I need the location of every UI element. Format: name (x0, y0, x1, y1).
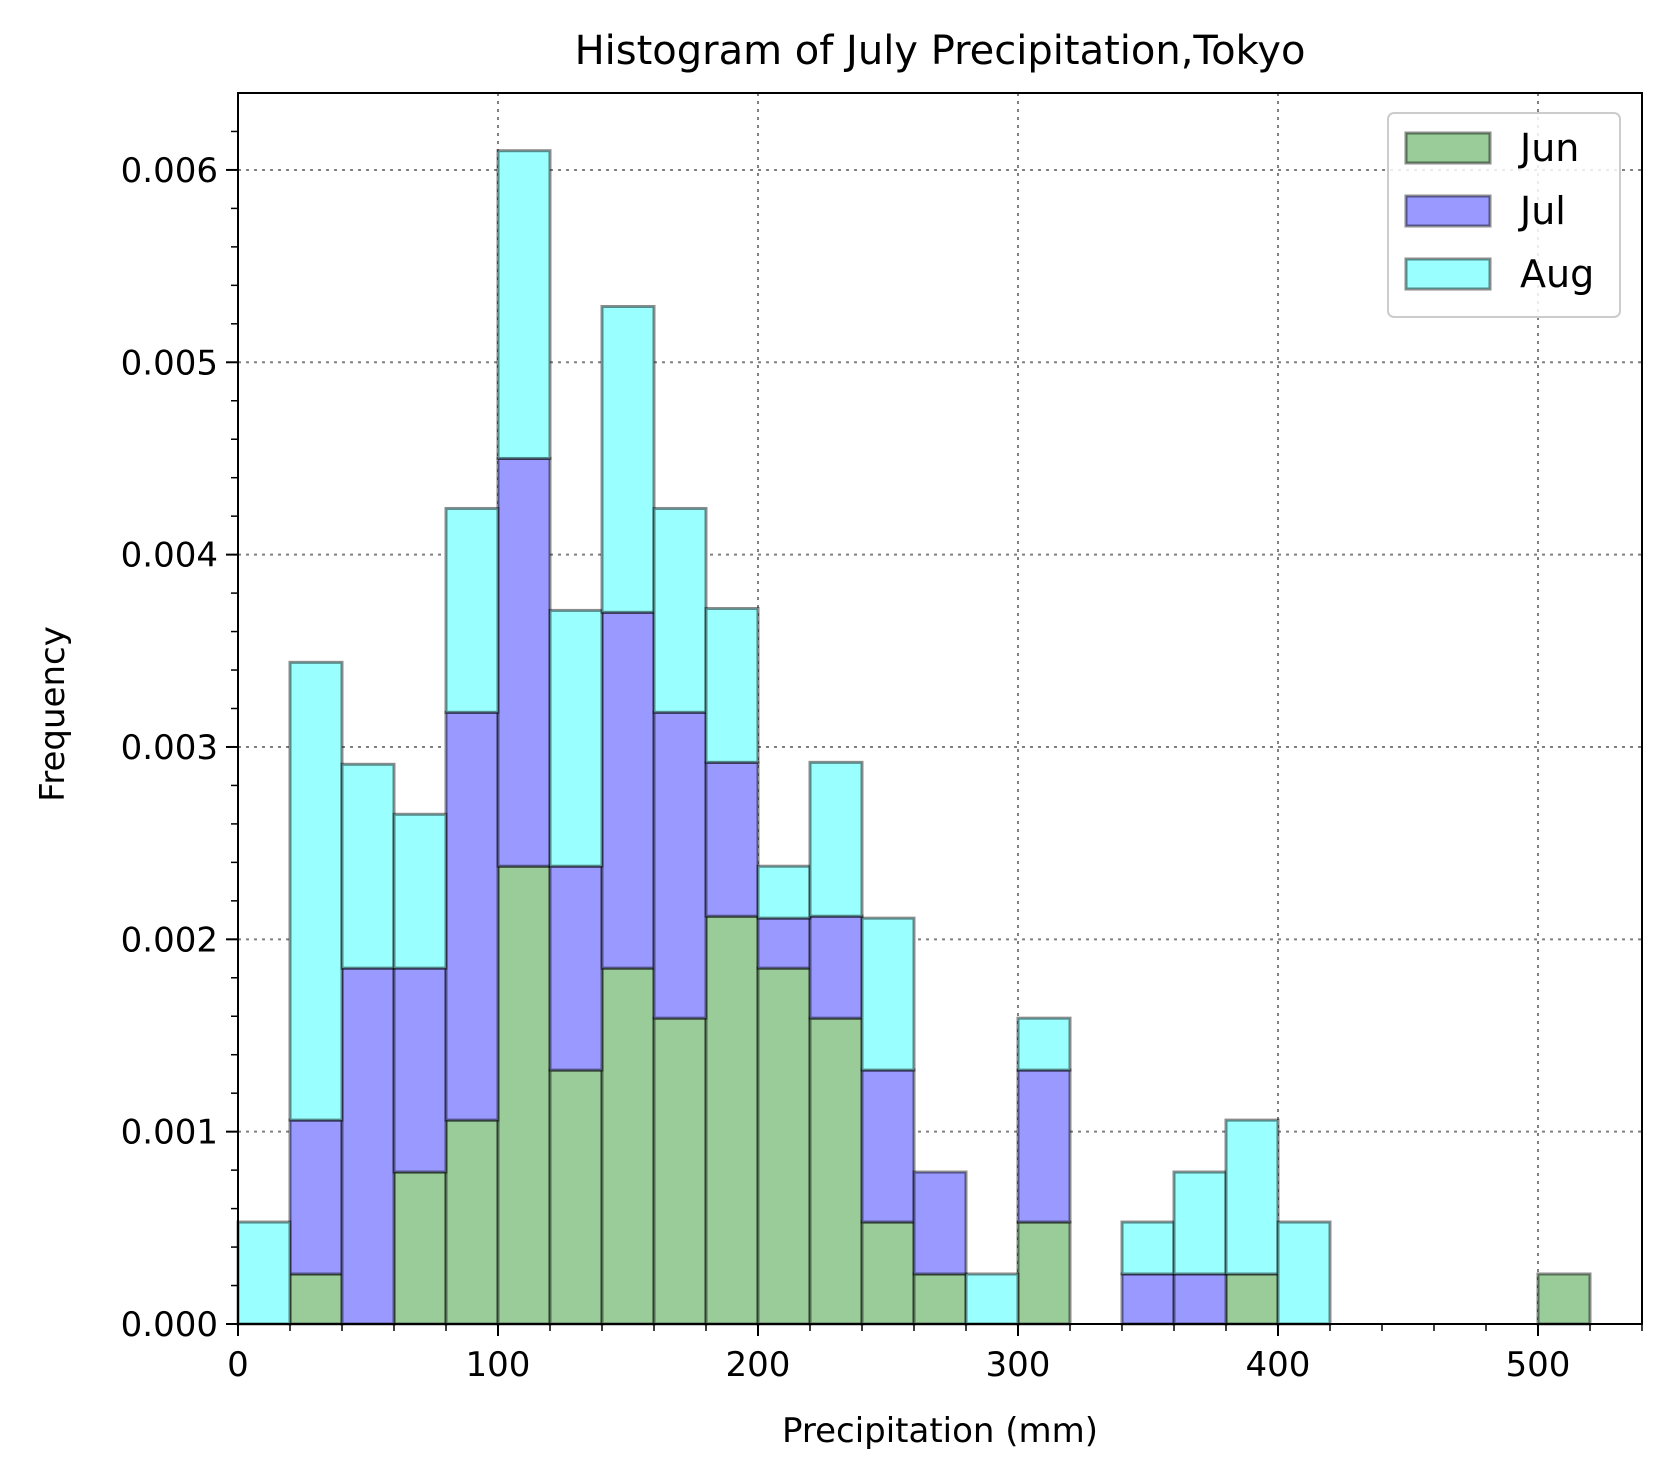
bar-jul (1016, 1068, 1072, 1224)
bar-jul (808, 914, 864, 1020)
bar-jul (860, 1068, 916, 1224)
bar-jun (548, 1068, 604, 1326)
bar-jul (444, 710, 500, 1122)
legend-swatch-jul (1404, 194, 1492, 228)
y-tick-label: 0.002 (121, 920, 218, 960)
bar-jul (1172, 1272, 1228, 1326)
series-aug (236, 149, 1332, 1326)
bar-aug (860, 916, 916, 1072)
bar-aug (288, 660, 344, 1122)
x-tick-label: 400 (1246, 1345, 1311, 1385)
bar-jun (652, 1016, 708, 1326)
bar-aug (1016, 1016, 1072, 1072)
legend-label-jul: Jul (1518, 189, 1566, 233)
bar-jun (756, 966, 812, 1326)
bar-aug (704, 606, 760, 764)
bar-jun (912, 1272, 968, 1326)
bar-aug (340, 762, 396, 970)
x-axis-label: Precipitation (mm) (782, 1411, 1098, 1451)
x-tick-label: 300 (986, 1345, 1051, 1385)
y-tick-label: 0.000 (121, 1305, 218, 1345)
bar-jul (704, 760, 760, 918)
x-tick-label: 500 (1506, 1345, 1571, 1385)
bar-jul (756, 916, 812, 970)
y-tick-label: 0.006 (121, 151, 218, 191)
bar-jul (340, 966, 396, 1326)
bar-aug (964, 1272, 1020, 1326)
legend-label-aug: Aug (1520, 252, 1594, 296)
y-tick-label: 0.005 (121, 343, 218, 383)
bar-jul (392, 966, 448, 1174)
bar-aug (808, 760, 864, 918)
series-jul (288, 456, 1228, 1326)
bar-jul (1120, 1272, 1176, 1326)
bar-jun (288, 1272, 344, 1326)
axes: 0 100 200 300 400 500 0.000 0.001 0.002 0.003 0.00… (121, 92, 1643, 1385)
bar-aug (1276, 1220, 1332, 1326)
bar-jun (860, 1220, 916, 1326)
bar-jun (1016, 1220, 1072, 1326)
legend-swatch-jun (1404, 131, 1492, 165)
legend-label-jun: Jun (1518, 126, 1579, 170)
bar-aug (548, 608, 604, 868)
bar-jun (600, 966, 656, 1326)
bar-aug (444, 506, 500, 714)
legend-swatch-aug (1404, 257, 1492, 291)
legend: Jun Jul Aug (1387, 112, 1621, 318)
bar-jul (548, 864, 604, 1072)
bar-jun (704, 914, 760, 1326)
x-tick-label: 200 (726, 1345, 791, 1385)
bar-jul (652, 710, 708, 1020)
bar-jun (392, 1170, 448, 1326)
y-axis-label: Frequency (33, 626, 73, 802)
x-tick-label: 0 (227, 1345, 249, 1385)
bar-aug (756, 864, 812, 920)
x-tick-label: 100 (466, 1345, 531, 1385)
bar-aug (1172, 1170, 1228, 1276)
bar-jun (1536, 1272, 1592, 1326)
bar-aug (1120, 1220, 1176, 1276)
bar-jun (496, 864, 552, 1326)
bar-jul (600, 610, 656, 970)
bar-aug (600, 305, 656, 614)
bar-aug (496, 149, 552, 460)
bar-jul (496, 456, 552, 868)
bar-jun (808, 1016, 864, 1326)
bar-jun (444, 1118, 500, 1326)
bar-aug (1224, 1118, 1280, 1276)
bar-aug (652, 506, 708, 714)
bar-aug (236, 1220, 292, 1326)
y-tick-label: 0.004 (121, 536, 218, 576)
bar-jul (288, 1118, 344, 1276)
bar-jun (1224, 1272, 1280, 1326)
y-tick-label: 0.001 (121, 1113, 218, 1153)
bar-aug (392, 812, 448, 970)
chart-title: Histogram of July Precipitation,Tokyo (575, 28, 1306, 74)
bar-jul (912, 1170, 968, 1276)
bars (236, 149, 1592, 1326)
series-jun (288, 864, 1592, 1326)
y-tick-label: 0.003 (121, 728, 218, 768)
